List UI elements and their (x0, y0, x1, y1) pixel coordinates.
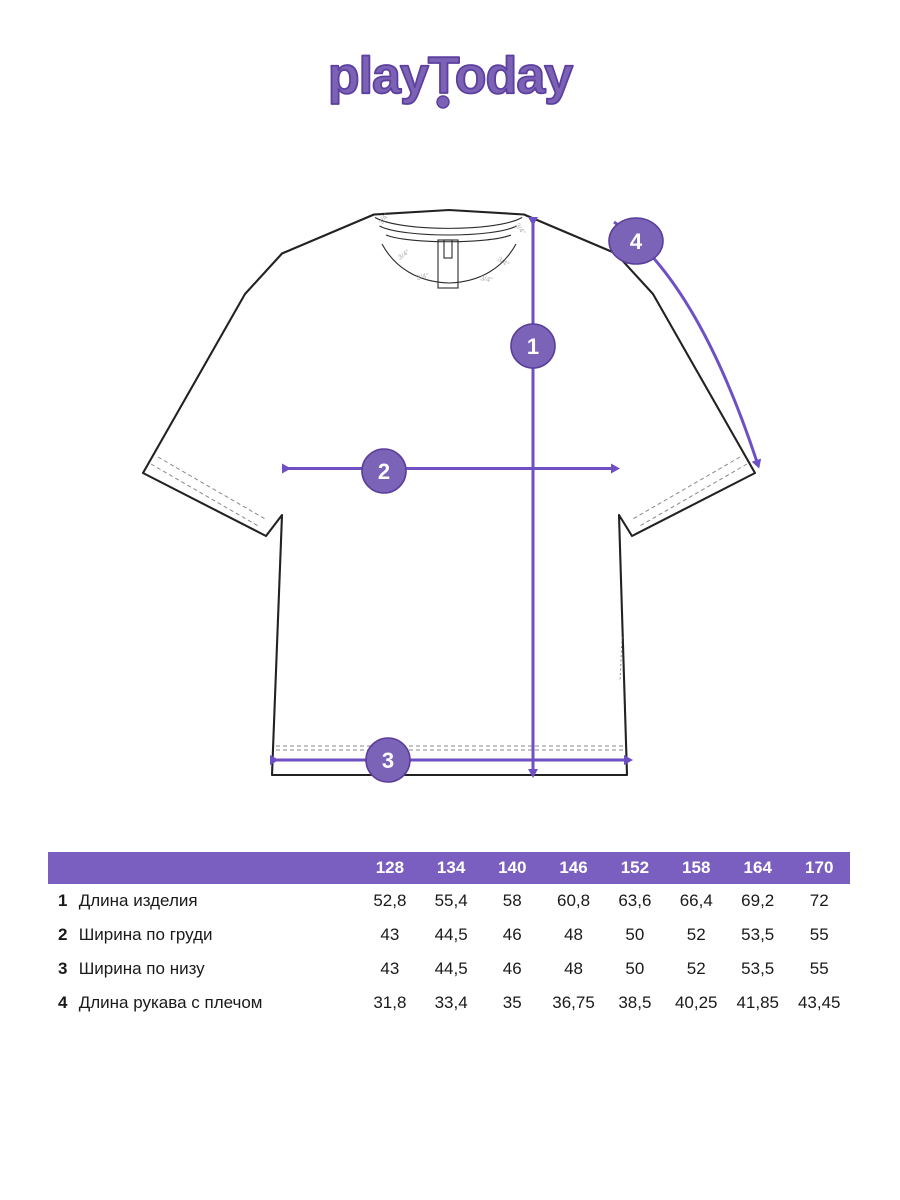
svg-text:2: 2 (378, 459, 390, 484)
svg-text:3: 3 (382, 748, 394, 773)
svg-text:4: 4 (630, 229, 643, 254)
svg-text:1: 1 (527, 334, 539, 359)
